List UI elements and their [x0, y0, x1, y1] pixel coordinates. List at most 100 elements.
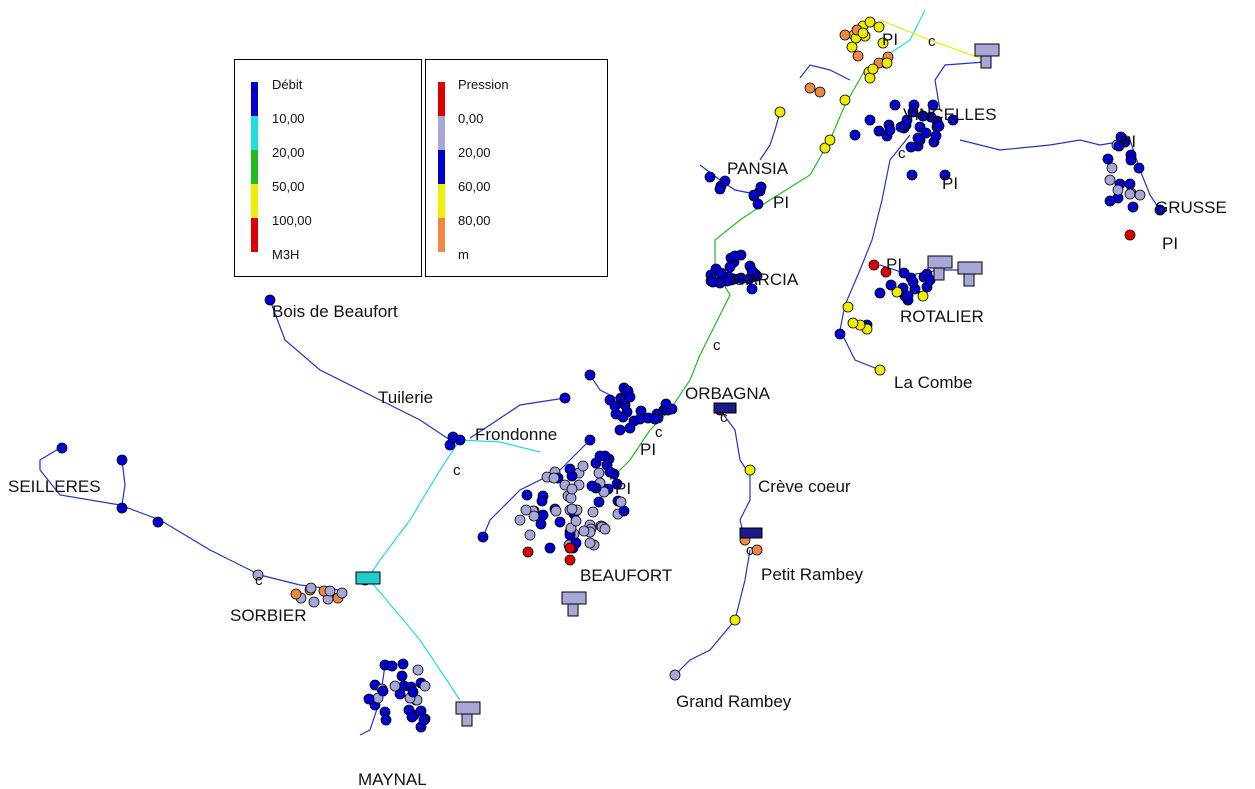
network-node [380, 714, 392, 726]
network-node [447, 431, 459, 443]
network-node [116, 502, 128, 514]
legend-pressure-unit: m [458, 247, 469, 262]
network-node [857, 27, 869, 39]
network-node [907, 276, 919, 288]
network-node [927, 99, 939, 111]
pipe-cyan-main [367, 439, 461, 579]
reservoir-icon [455, 701, 481, 727]
network-node [905, 141, 917, 153]
network-node [704, 171, 716, 183]
network-node [570, 515, 582, 527]
network-node [746, 283, 758, 295]
network-node [920, 127, 932, 139]
network-node [577, 460, 589, 472]
network-node [814, 86, 826, 98]
pump-icon [739, 527, 763, 539]
pipe-blue-13 [799, 64, 851, 81]
pipe-blue-15 [759, 111, 781, 161]
network-node [308, 596, 320, 608]
network-node [846, 41, 858, 53]
legend-pressure-swatch [438, 82, 445, 116]
network-node [564, 542, 576, 554]
reservoir-icon [957, 261, 983, 287]
place-label-beaufort: BEAUFORT [580, 566, 672, 585]
network-node [544, 542, 556, 554]
marker-label-c: c [746, 542, 754, 559]
network-node [535, 518, 547, 530]
legend-pressure-title: Pression [458, 77, 509, 92]
marker-label-c: c [655, 424, 663, 441]
place-label-vincelles: VINCELLES [903, 105, 997, 124]
network-node [377, 685, 389, 697]
reservoir-icon [974, 43, 1000, 69]
legend-pressure-value: 0,00 [458, 111, 484, 126]
network-node [537, 509, 549, 521]
pipe-blue-8 [589, 374, 621, 401]
network-node [584, 537, 596, 549]
network-node [752, 198, 764, 210]
network-node [847, 317, 859, 329]
network-node [1104, 195, 1116, 207]
network-node [56, 442, 68, 454]
legend-flow-swatch [251, 184, 258, 218]
network-node [660, 398, 672, 410]
legend-flow-title: Débit [272, 77, 303, 92]
network-node [564, 554, 576, 566]
network-node [386, 660, 398, 672]
network-node [599, 523, 611, 535]
network-node [885, 279, 897, 291]
network-node [852, 50, 864, 62]
network-node [396, 670, 408, 682]
pipe-cyan-frondonne [459, 439, 541, 453]
network-node [1104, 174, 1116, 186]
marker-labels: PI c PI c PI PI PI c PI c PI PI c c c c [255, 30, 1178, 589]
network-node [578, 525, 590, 537]
marker-label-pi: PI [615, 479, 631, 498]
marker-label-c: c [720, 409, 728, 426]
legend-pressure-swatch [438, 150, 445, 184]
node-group [56, 16, 1166, 733]
network-node [889, 99, 901, 111]
network-node [610, 408, 622, 420]
network-node [593, 496, 605, 508]
network-node [874, 364, 886, 376]
place-label-frondonne: Frondonne [475, 425, 557, 444]
network-node [912, 132, 924, 144]
network-node [669, 669, 681, 681]
network-node [550, 505, 562, 517]
pipe-blue-16 [482, 439, 591, 538]
legend-flow-value: 20,00 [272, 145, 305, 160]
network-node [755, 181, 767, 193]
network-node [746, 265, 758, 277]
network-node [152, 516, 164, 528]
legend-flow: Débit 10,00 20,00 50,00 100,00 M3H [234, 59, 422, 277]
network-node [1125, 154, 1137, 166]
network-node [397, 658, 409, 670]
network-node [819, 142, 831, 154]
network-node [524, 529, 536, 541]
pipe-blue-18 [359, 664, 386, 736]
place-label-la-combe: La Combe [894, 373, 972, 392]
network-node [751, 544, 763, 556]
legend-flow-swatch [251, 82, 258, 116]
legend-pressure-value: 80,00 [458, 213, 491, 228]
legend-flow-swatch [251, 218, 258, 252]
network-node [839, 94, 851, 106]
network-node [611, 478, 623, 490]
marker-label-pi: PI [942, 174, 958, 193]
network-node [939, 169, 951, 181]
network-node [564, 463, 576, 475]
legend-flow-unit: M3H [272, 247, 300, 262]
network-node [522, 546, 534, 558]
network-node [264, 294, 276, 306]
network-node [536, 495, 548, 507]
network-node [624, 391, 636, 403]
network-node [514, 514, 526, 526]
network-node [748, 189, 760, 201]
network-node [290, 588, 302, 600]
pipe-blue-4 [121, 459, 126, 506]
network-node [729, 250, 741, 262]
legend-pressure: Pression 0,00 20,00 60,00 80,00 m [425, 59, 608, 277]
network-node [566, 503, 578, 515]
network-node [419, 680, 431, 692]
